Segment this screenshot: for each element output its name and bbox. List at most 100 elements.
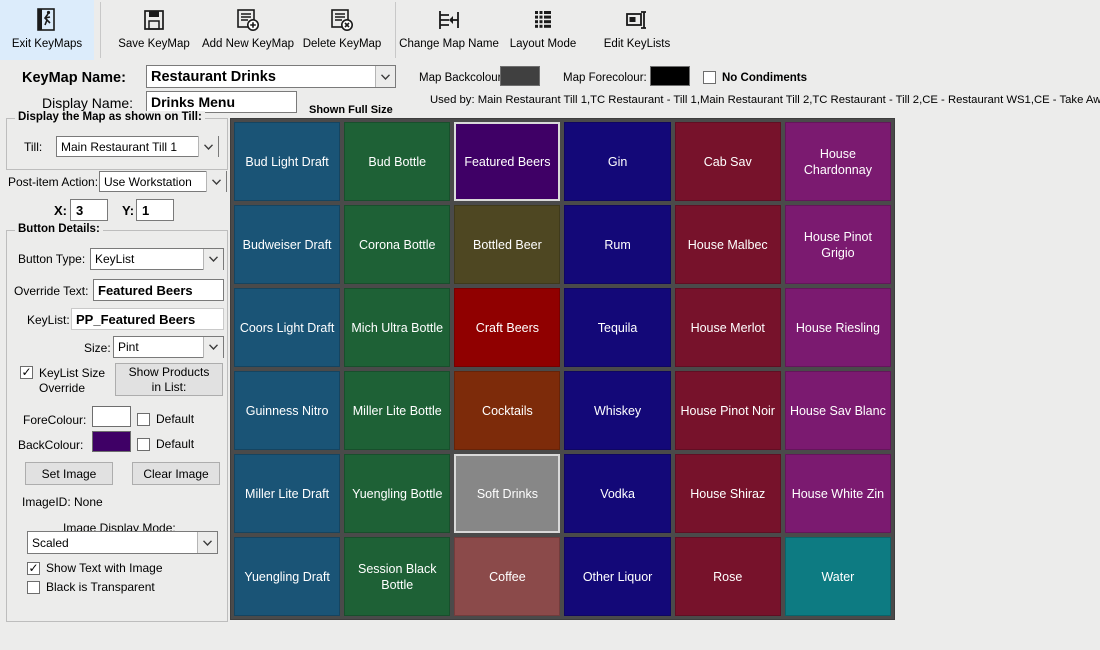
checkbox-box[interactable]: ✓ — [20, 366, 33, 379]
black-is-transparent-checkbox[interactable]: Black is Transparent — [27, 580, 155, 594]
y-coordinate-input[interactable]: 1 — [136, 199, 174, 221]
forecolour-swatch[interactable] — [92, 406, 131, 427]
keylist-input[interactable]: PP_Featured Beers — [71, 308, 224, 330]
display-name-label: Display Name: — [42, 95, 134, 111]
add-new-keymap-label: Add New KeyMap — [201, 38, 295, 50]
checkbox-box[interactable] — [703, 71, 716, 84]
toolbar-separator-1 — [100, 2, 101, 58]
keymap-button[interactable]: Bud Bottle — [344, 122, 451, 201]
keymap-button[interactable]: Soft Drinks — [454, 454, 561, 533]
size-value: Pint — [118, 340, 139, 354]
keymap-button[interactable]: House Pinot Noir — [674, 371, 781, 450]
no-condiments-label: No Condiments — [722, 71, 807, 84]
keymap-button[interactable]: Miller Lite Bottle — [344, 371, 451, 450]
keymap-button[interactable]: Bud Light Draft — [234, 122, 341, 201]
image-display-mode-combo[interactable]: Scaled — [27, 531, 218, 554]
keymap-button[interactable]: Mich Ultra Bottle — [344, 288, 451, 367]
keymap-button[interactable]: Whiskey — [564, 371, 671, 450]
display-name-value: Drinks Menu — [151, 94, 236, 110]
checkbox-box[interactable] — [137, 412, 150, 426]
keymap-button-grid-panel: Bud Light Draft Bud Bottle Featured Beers G… — [230, 118, 895, 620]
keymap-button[interactable]: Gin — [564, 122, 671, 201]
keymap-button-label: Cab Sav — [703, 154, 752, 169]
keymap-button[interactable]: Featured Beers — [454, 122, 561, 201]
keymap-button[interactable]: House Malbec — [674, 205, 781, 284]
delete-keymap-button[interactable]: Delete KeyMap — [295, 0, 389, 60]
keymap-button[interactable]: Rum — [564, 205, 671, 284]
x-coordinate-input[interactable]: 3 — [70, 199, 108, 221]
exit-keymaps-label: Exit KeyMaps — [11, 38, 83, 50]
keymap-button[interactable]: House Pinot Grigio — [784, 205, 891, 284]
clear-image-button[interactable]: Clear Image — [132, 462, 220, 485]
keymap-button[interactable]: Corona Bottle — [344, 205, 451, 284]
document-add-icon — [235, 4, 261, 36]
backcolour-swatch[interactable] — [92, 431, 131, 452]
keymap-button-label: House Shiraz — [690, 486, 766, 501]
keymap-name-combo[interactable]: Restaurant Drinks — [146, 65, 396, 88]
keymap-button[interactable]: Budweiser Draft — [234, 205, 341, 284]
show-products-in-list-button[interactable]: Show Products in List: — [115, 363, 223, 396]
till-value: Main Restaurant Till 1 — [61, 139, 178, 154]
add-new-keymap-button[interactable]: Add New KeyMap — [201, 0, 295, 60]
keymap-button-label: Coors Light Draft — [239, 320, 335, 335]
post-item-action-combo[interactable]: Use Workstation — [99, 171, 227, 192]
chevron-down-icon[interactable] — [203, 248, 223, 270]
change-map-name-button[interactable]: Change Map Name — [399, 0, 499, 60]
size-combo[interactable]: Pint — [113, 336, 224, 358]
size-label: Size: — [84, 341, 111, 355]
keymap-button[interactable]: House Chardonnay — [784, 122, 891, 201]
keymap-button[interactable]: House White Zin — [784, 454, 891, 533]
x-coordinate-label: X: — [54, 203, 67, 218]
keymap-button[interactable]: Yuengling Draft — [234, 537, 341, 616]
keymap-button[interactable]: Water — [784, 537, 891, 616]
toolbar-group-exit: Exit KeyMaps — [0, 0, 94, 62]
keymap-button[interactable]: Other Liquor — [564, 537, 671, 616]
save-keymap-button[interactable]: Save KeyMap — [107, 0, 201, 60]
keymap-button[interactable]: Coffee — [454, 537, 561, 616]
checkbox-box[interactable] — [137, 437, 150, 451]
keymap-button[interactable]: Rose — [674, 537, 781, 616]
edit-keylists-button[interactable]: Edit KeyLists — [590, 0, 684, 60]
chevron-down-icon[interactable] — [198, 136, 218, 157]
checkbox-box[interactable]: ✓ — [27, 561, 40, 575]
keymap-button[interactable]: Cocktails — [454, 371, 561, 450]
chevron-down-icon[interactable] — [197, 532, 217, 553]
exit-keymaps-button[interactable]: Exit KeyMaps — [0, 0, 94, 60]
keymap-button[interactable]: Craft Beers — [454, 288, 561, 367]
keymap-button[interactable]: Coors Light Draft — [234, 288, 341, 367]
chevron-down-icon[interactable] — [206, 171, 226, 192]
keymap-button[interactable]: Session Black Bottle — [344, 537, 451, 616]
map-backcolour-swatch[interactable] — [500, 66, 540, 86]
keymap-button[interactable]: Yuengling Bottle — [344, 454, 451, 533]
keymap-button[interactable]: Vodka — [564, 454, 671, 533]
keymap-button[interactable]: House Riesling — [784, 288, 891, 367]
keymap-button[interactable]: Cab Sav — [674, 122, 781, 201]
keymap-button[interactable]: House Merlot — [674, 288, 781, 367]
used-by-label: Used by: Main Restaurant Till 1,TC Resta… — [430, 94, 1100, 106]
keymap-button[interactable]: Tequila — [564, 288, 671, 367]
no-condiments-checkbox[interactable]: No Condiments — [703, 71, 807, 84]
chevron-down-icon[interactable] — [375, 66, 395, 87]
chevron-down-icon[interactable] — [203, 336, 223, 358]
button-type-combo[interactable]: KeyList — [90, 248, 224, 270]
forecolour-default-checkbox[interactable]: Default — [137, 412, 194, 426]
show-text-with-image-checkbox[interactable]: ✓ Show Text with Image — [27, 561, 163, 575]
keymap-button-grid: Bud Light Draft Bud Bottle Featured Beers G… — [234, 122, 891, 616]
keymap-button[interactable]: House Sav Blanc — [784, 371, 891, 450]
layout-mode-button[interactable]: Layout Mode — [496, 0, 590, 60]
keylist-size-override-checkbox[interactable]: ✓ KeyList Size Override — [20, 366, 115, 396]
keymap-button[interactable]: Miller Lite Draft — [234, 454, 341, 533]
keymap-button[interactable]: Guinness Nitro — [234, 371, 341, 450]
display-name-input[interactable]: Drinks Menu — [146, 91, 297, 113]
checkbox-box[interactable] — [27, 580, 40, 594]
keymap-button[interactable]: Bottled Beer — [454, 205, 561, 284]
keymap-button-label: House Pinot Noir — [680, 403, 775, 418]
map-forecolour-swatch[interactable] — [650, 66, 690, 86]
backcolour-default-checkbox[interactable]: Default — [137, 437, 194, 451]
till-combo[interactable]: Main Restaurant Till 1 — [56, 136, 219, 157]
set-image-button[interactable]: Set Image — [25, 462, 113, 485]
keymap-button[interactable]: House Shiraz — [674, 454, 781, 533]
till-groupbox-legend: Display the Map as shown on Till: — [15, 111, 205, 123]
override-text-input[interactable]: Featured Beers — [93, 279, 224, 301]
main-toolbar: Exit KeyMaps Save KeyMap — [0, 0, 1100, 62]
